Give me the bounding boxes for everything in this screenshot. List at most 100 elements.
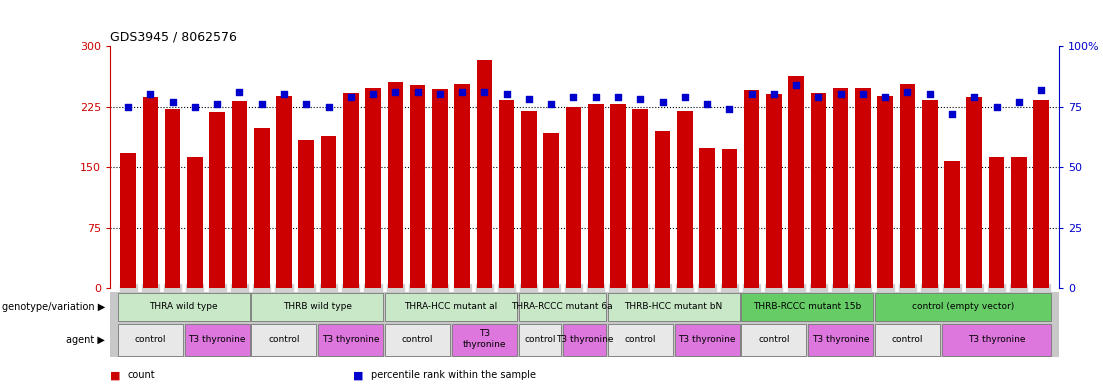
Point: [987, 104, 1005, 110]
Point: [587, 94, 604, 100]
Bar: [518, 293, 606, 321]
Text: control (empty vector): control (empty vector): [912, 302, 1015, 311]
Point: [320, 104, 338, 110]
Bar: [319, 324, 384, 356]
Point: [475, 89, 493, 95]
Point: [609, 94, 627, 100]
Point: [854, 91, 871, 98]
Bar: [254, 128, 269, 288]
Point: [565, 94, 582, 100]
Point: [1010, 99, 1028, 105]
Bar: [721, 149, 737, 288]
Point: [298, 101, 315, 107]
Bar: [808, 324, 874, 356]
Bar: [655, 131, 671, 288]
Point: [676, 94, 694, 100]
Text: THRA-HCC mutant al: THRA-HCC mutant al: [405, 302, 497, 311]
Bar: [432, 89, 448, 288]
Bar: [1011, 157, 1027, 288]
Bar: [855, 88, 870, 288]
Text: agent ▶: agent ▶: [66, 335, 105, 345]
Point: [899, 89, 917, 95]
Bar: [385, 293, 517, 321]
Bar: [610, 104, 625, 288]
Bar: [385, 324, 450, 356]
Point: [720, 106, 738, 112]
Point: [275, 91, 292, 98]
Text: T3 thyronine: T3 thyronine: [678, 334, 736, 344]
Point: [431, 91, 449, 98]
Bar: [875, 324, 940, 356]
Bar: [608, 293, 740, 321]
Point: [409, 89, 427, 95]
Point: [364, 91, 382, 98]
Bar: [321, 136, 336, 288]
Bar: [833, 88, 848, 288]
Bar: [452, 324, 517, 356]
Bar: [120, 152, 136, 288]
Bar: [410, 85, 426, 288]
Bar: [675, 324, 740, 356]
Text: control: control: [135, 334, 167, 344]
Point: [788, 82, 805, 88]
Bar: [454, 84, 470, 288]
Point: [141, 91, 159, 98]
Point: [543, 101, 560, 107]
Text: THRA-RCCC mutant 6a: THRA-RCCC mutant 6a: [512, 302, 613, 311]
Bar: [789, 76, 804, 288]
Bar: [499, 100, 514, 288]
Point: [208, 101, 226, 107]
Bar: [299, 141, 314, 288]
Text: control: control: [624, 334, 656, 344]
Point: [119, 104, 137, 110]
Text: T3 thyronine: T3 thyronine: [189, 334, 246, 344]
Text: control: control: [268, 334, 300, 344]
Point: [497, 91, 515, 98]
Text: control: control: [891, 334, 923, 344]
Point: [1032, 86, 1050, 93]
Bar: [476, 60, 492, 288]
Bar: [988, 157, 1005, 288]
Bar: [564, 324, 606, 356]
Bar: [677, 111, 693, 288]
Bar: [251, 324, 317, 356]
Bar: [118, 324, 183, 356]
Bar: [164, 109, 181, 288]
Point: [921, 91, 939, 98]
Bar: [608, 324, 673, 356]
Bar: [588, 104, 603, 288]
Bar: [521, 111, 537, 288]
Bar: [251, 293, 384, 321]
Text: T3 thyronine: T3 thyronine: [322, 334, 379, 344]
Text: percentile rank within the sample: percentile rank within the sample: [371, 370, 536, 380]
Bar: [632, 109, 649, 288]
Text: GDS3945 / 8062576: GDS3945 / 8062576: [110, 30, 237, 43]
Point: [965, 94, 983, 100]
Bar: [741, 324, 806, 356]
Bar: [365, 88, 381, 288]
Text: THRA wild type: THRA wild type: [150, 302, 218, 311]
Text: T3 thyronine: T3 thyronine: [556, 334, 613, 344]
Bar: [900, 84, 915, 288]
Bar: [966, 97, 982, 288]
Bar: [343, 93, 358, 288]
Text: control: control: [401, 334, 433, 344]
Bar: [518, 324, 561, 356]
Text: THRB wild type: THRB wild type: [282, 302, 352, 311]
Bar: [118, 293, 249, 321]
Bar: [1034, 100, 1049, 288]
Bar: [387, 82, 403, 288]
Point: [742, 91, 760, 98]
Text: control: control: [524, 334, 556, 344]
Bar: [877, 96, 893, 288]
Bar: [944, 161, 960, 288]
Point: [521, 96, 538, 103]
Point: [386, 89, 404, 95]
Bar: [142, 97, 158, 288]
Bar: [767, 94, 782, 288]
Text: T3 thyronine: T3 thyronine: [967, 334, 1026, 344]
Bar: [188, 157, 203, 288]
Point: [832, 91, 849, 98]
Bar: [743, 89, 759, 288]
Text: genotype/variation ▶: genotype/variation ▶: [1, 302, 105, 312]
